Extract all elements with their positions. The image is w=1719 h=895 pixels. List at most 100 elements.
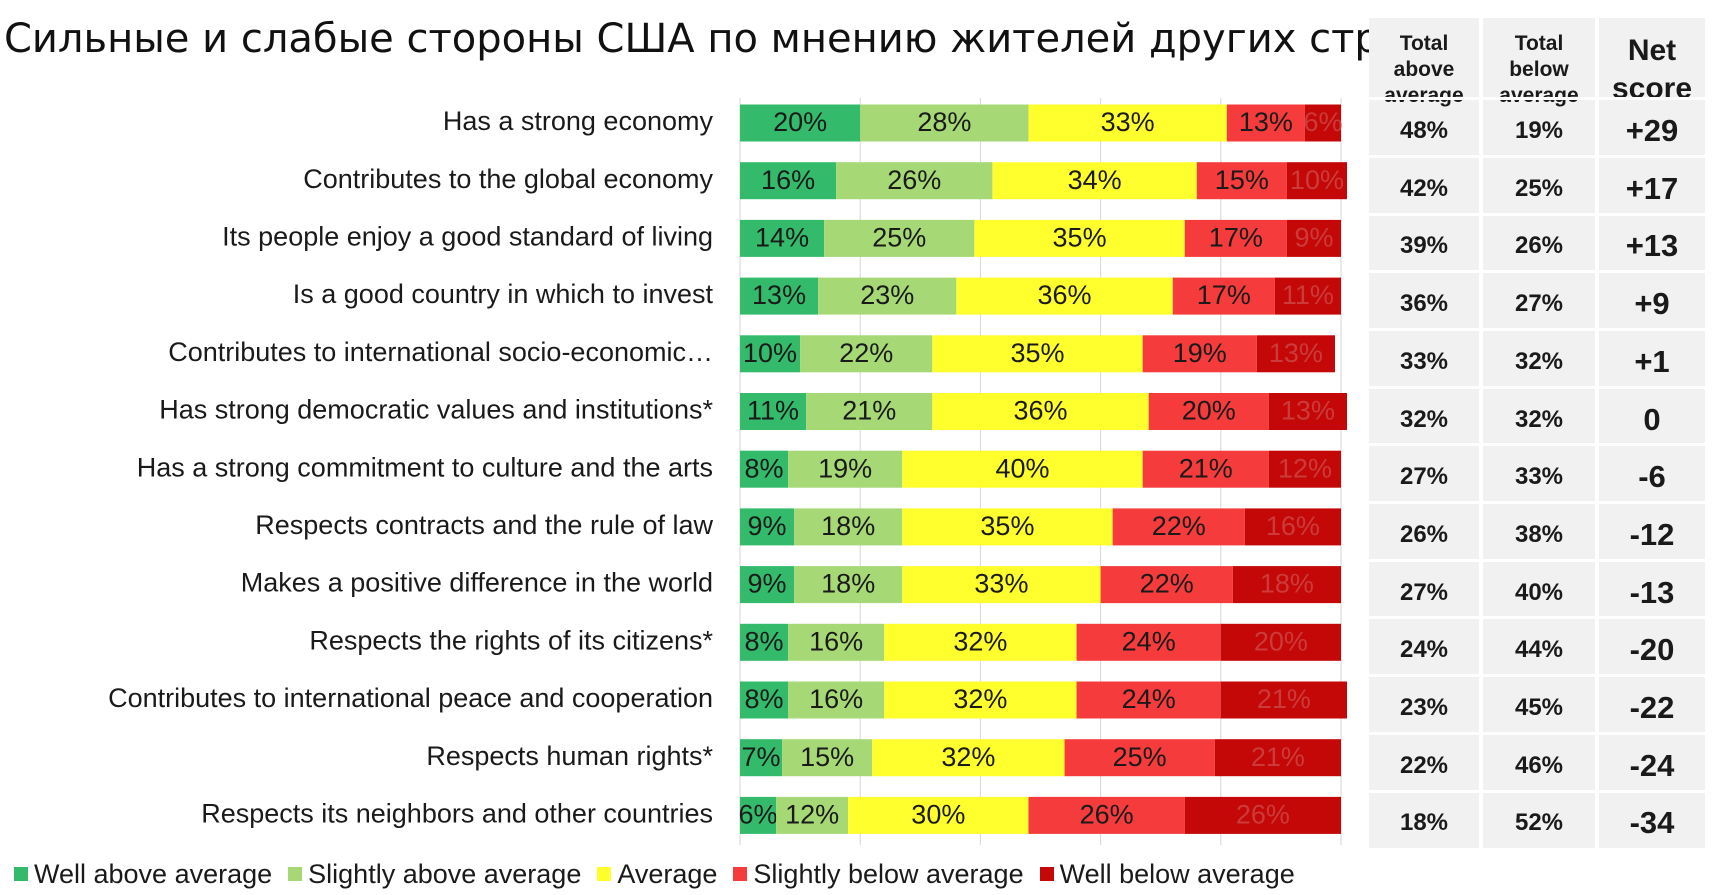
data-label: 8% xyxy=(745,453,784,483)
row-divider xyxy=(1369,97,1705,101)
net-score-cell: +1 xyxy=(1634,343,1670,379)
total-above-cell: 48% xyxy=(1399,117,1449,144)
bar-segment xyxy=(806,393,933,430)
data-label: 19% xyxy=(1173,338,1227,368)
bar-segment xyxy=(1220,623,1341,661)
data-label: 9% xyxy=(1294,223,1333,253)
net-score-cell: -34 xyxy=(1629,805,1675,841)
total-below-cell: 32% xyxy=(1514,347,1564,375)
bar-segment xyxy=(1100,566,1233,604)
bar-segment xyxy=(1064,739,1215,777)
category-label: Contributes to international socio-econo… xyxy=(168,337,713,367)
data-label: 10% xyxy=(1290,165,1344,195)
chart-title: Сильные и слабые стороны США по мнению ж… xyxy=(4,16,1431,62)
data-label: 32% xyxy=(941,742,995,772)
legend-swatch xyxy=(14,867,28,881)
bar-segment xyxy=(1142,335,1257,373)
data-label: 12% xyxy=(785,800,839,830)
bar-segment xyxy=(932,393,1149,430)
bar-segment xyxy=(1214,739,1341,777)
header-total-below: Total below average xyxy=(1499,32,1579,107)
legend-swatch xyxy=(733,867,748,881)
bar-segment xyxy=(800,335,933,373)
legend-label: Well below average xyxy=(1059,858,1295,889)
row-divider xyxy=(1369,443,1705,447)
category-label: Respects contracts and the rule of law xyxy=(255,510,713,540)
total-below-cell: 27% xyxy=(1514,290,1564,318)
data-label: 32% xyxy=(953,626,1007,656)
data-label: 12% xyxy=(1278,453,1332,483)
net-score-cell: -20 xyxy=(1629,632,1675,668)
bar-segment xyxy=(740,219,825,257)
net-score-cell: -24 xyxy=(1629,747,1675,783)
data-label: 21% xyxy=(1251,742,1305,772)
data-label: 25% xyxy=(872,223,926,253)
total-below-cell: 45% xyxy=(1514,694,1564,721)
row-divider xyxy=(1369,616,1705,620)
total-below-cell: 52% xyxy=(1514,809,1564,837)
bar-segment xyxy=(1244,508,1341,546)
bar-segment xyxy=(776,796,849,834)
total-below-cell: 33% xyxy=(1514,463,1564,491)
legend-label: Slightly below average xyxy=(753,858,1024,889)
data-label: 21% xyxy=(1179,453,1233,483)
net-score-cell: -13 xyxy=(1629,574,1675,610)
data-label: 35% xyxy=(980,511,1034,541)
data-label: 35% xyxy=(1053,223,1107,253)
category-label: Makes a positive difference in the world xyxy=(241,568,713,598)
data-label: 18% xyxy=(821,511,875,541)
bar-segment xyxy=(1268,393,1348,430)
category-label: Respects the rights of its citizens* xyxy=(309,625,713,655)
chart-legend: Well above average Slightly above average… xyxy=(14,856,1311,892)
category-label: Has a strong commitment to culture and t… xyxy=(137,452,713,482)
total-below-cell: 25% xyxy=(1514,174,1564,202)
data-label: 11% xyxy=(747,396,799,426)
data-label: 20% xyxy=(1254,626,1308,656)
bar-segment xyxy=(1256,335,1335,373)
total-above-cell: 22% xyxy=(1399,751,1449,779)
total-above-cell: 27% xyxy=(1399,578,1449,606)
legend-label: Well above average xyxy=(34,858,273,889)
total-below-cell: 32% xyxy=(1514,405,1564,433)
total-below-cell: 44% xyxy=(1514,636,1564,664)
row-divider xyxy=(1369,327,1705,331)
bar-segment xyxy=(740,508,795,546)
bar-segment xyxy=(1268,450,1341,488)
data-label: 18% xyxy=(821,569,875,599)
bar-segment xyxy=(1274,277,1341,315)
total-above-cell: 27% xyxy=(1399,463,1449,491)
data-label: 22% xyxy=(1140,569,1194,599)
bar-segment xyxy=(1172,277,1275,315)
data-label: 9% xyxy=(748,511,787,541)
total-above-cell: 36% xyxy=(1399,290,1449,318)
bar-segment xyxy=(1220,681,1348,719)
data-label: 15% xyxy=(1215,165,1269,195)
bar-segment xyxy=(740,796,777,834)
legend-item: Average xyxy=(597,859,717,890)
bar-segment xyxy=(782,739,873,777)
data-label: 40% xyxy=(995,453,1049,483)
legend-swatch xyxy=(288,867,303,881)
category-label: Contributes to the global economy xyxy=(303,164,713,194)
bar-segment xyxy=(740,104,861,142)
total-above-cell: 42% xyxy=(1399,174,1449,202)
bar-segment xyxy=(794,566,903,604)
data-label: 11% xyxy=(1282,280,1334,310)
bar-segment xyxy=(1226,104,1305,142)
category-label: Contributes to international peace and c… xyxy=(108,683,713,713)
total-below-cell: 19% xyxy=(1514,117,1564,144)
net-score-cell: -12 xyxy=(1629,516,1675,552)
bar-segment xyxy=(932,335,1143,373)
data-label: 7% xyxy=(742,742,781,772)
data-label: 20% xyxy=(1182,396,1236,426)
data-label: 36% xyxy=(1013,396,1067,426)
bar-segment xyxy=(884,681,1077,719)
bar-segment xyxy=(884,623,1077,661)
data-label: 35% xyxy=(1010,338,1064,368)
legend-swatch xyxy=(1039,867,1054,881)
total-above-cell: 24% xyxy=(1399,636,1449,664)
data-label: 34% xyxy=(1068,165,1122,195)
row-divider xyxy=(1369,212,1705,216)
bar-segment xyxy=(740,393,807,430)
data-label: 18% xyxy=(1260,569,1314,599)
